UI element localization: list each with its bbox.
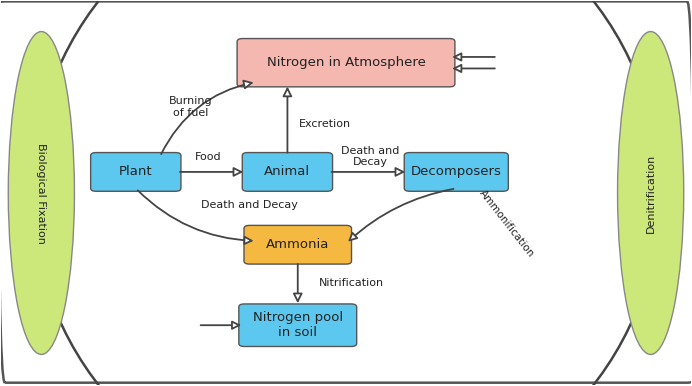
Ellipse shape xyxy=(8,32,75,354)
FancyBboxPatch shape xyxy=(239,304,356,347)
Text: Death and Decay: Death and Decay xyxy=(201,200,298,210)
Text: Excretion: Excretion xyxy=(299,119,352,129)
Text: Nitrogen in Atmosphere: Nitrogen in Atmosphere xyxy=(266,56,426,69)
Ellipse shape xyxy=(617,32,684,354)
Text: Animal: Animal xyxy=(264,166,311,178)
Text: Ammonia: Ammonia xyxy=(266,238,329,251)
Text: Burning
of fuel: Burning of fuel xyxy=(169,96,212,118)
FancyBboxPatch shape xyxy=(91,152,181,191)
Text: Nitrogen pool
in soil: Nitrogen pool in soil xyxy=(253,311,343,339)
Text: Death and
Decay: Death and Decay xyxy=(341,146,399,168)
Text: Plant: Plant xyxy=(119,166,153,178)
FancyBboxPatch shape xyxy=(242,152,333,191)
FancyBboxPatch shape xyxy=(404,152,509,191)
Text: Biological Fixation: Biological Fixation xyxy=(37,142,46,244)
Text: Nitrification: Nitrification xyxy=(318,278,383,288)
Text: Food: Food xyxy=(195,152,221,162)
FancyBboxPatch shape xyxy=(237,39,455,87)
Text: Denitrification: Denitrification xyxy=(646,153,655,233)
Text: Ammonification: Ammonification xyxy=(477,188,536,259)
Text: Decomposers: Decomposers xyxy=(411,166,502,178)
FancyBboxPatch shape xyxy=(244,225,352,264)
